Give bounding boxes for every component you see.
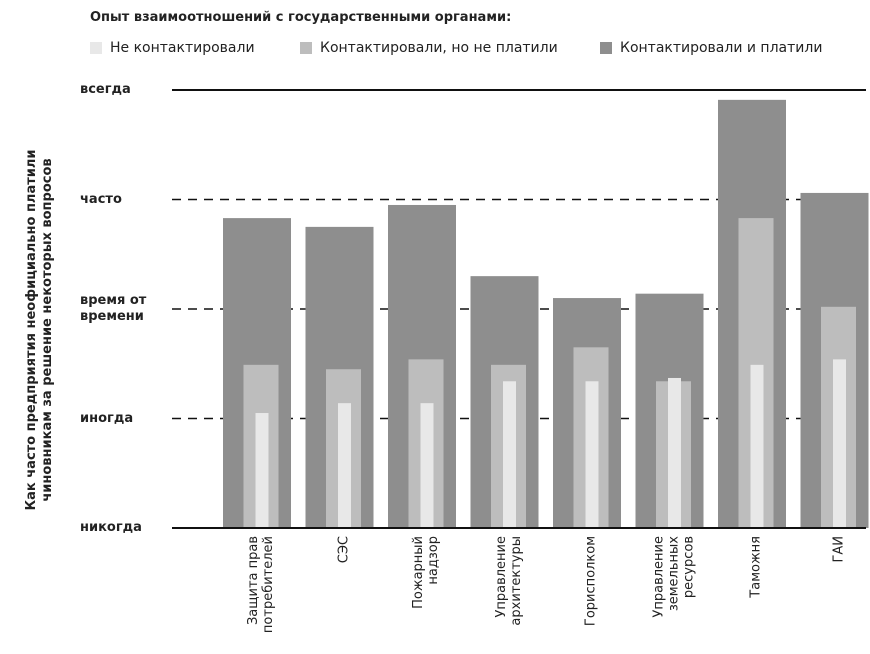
legend-swatch	[300, 42, 312, 54]
chart-title: Опыт взаимоотношений с государственными …	[90, 10, 512, 25]
bar	[833, 359, 846, 528]
legend-item: Контактировали, но не платили	[300, 40, 558, 56]
legend-swatch	[600, 42, 612, 54]
bar	[420, 403, 434, 528]
y-axis-label: Как часто предприятия неофициально плати…	[24, 149, 55, 511]
bar	[750, 364, 764, 528]
bar	[585, 381, 599, 528]
y-tick-label: иногда	[80, 410, 134, 426]
bar	[503, 381, 516, 528]
bar	[668, 377, 681, 528]
y-tick-label: никогда	[80, 520, 142, 535]
x-tick-label: СЭС	[336, 536, 351, 564]
legend-label: Контактировали, но не платили	[320, 40, 558, 56]
legend-item: Не контактировали	[90, 40, 255, 56]
legend-swatch	[90, 42, 102, 54]
y-tick-label: часто	[80, 191, 122, 207]
x-tick-label: Пожарный надзор	[411, 536, 441, 609]
x-tick-label: Управление земельных ресурсов	[651, 536, 696, 618]
x-tick-label: Горисполком	[583, 536, 599, 627]
legend-label: Не контактировали	[110, 40, 255, 56]
legend-item: Контактировали и платили	[600, 40, 822, 56]
x-tick-label: Защита прав потребителей	[246, 536, 276, 634]
x-tick-label: Таможня	[748, 536, 764, 598]
y-tick-label: время от времени	[80, 293, 147, 324]
bar	[338, 403, 351, 528]
x-tick-label: Управление архитектуры	[493, 536, 524, 626]
bar	[255, 413, 269, 528]
y-tick-label: всегда	[80, 82, 131, 97]
legend-label: Контактировали и платили	[620, 40, 823, 56]
x-tick-label: ГАИ	[831, 536, 846, 563]
